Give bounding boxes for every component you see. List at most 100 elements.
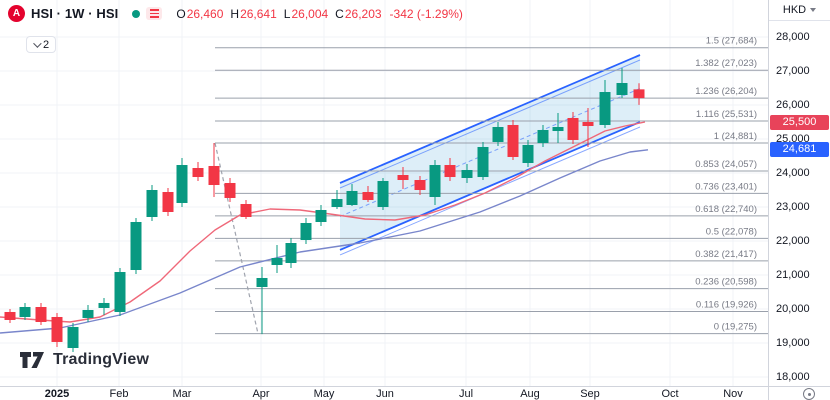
candle-body [582, 122, 594, 127]
axis-settings-icon[interactable] [803, 388, 815, 400]
candle-body [98, 302, 110, 308]
channel-border [339, 54, 641, 184]
candle-body [567, 117, 579, 140]
tradingview-logo-icon [20, 352, 44, 368]
tradingview-watermark-text: TradingView [53, 351, 150, 368]
price-tick: 26,000 [776, 99, 810, 111]
time-tick: 2025 [44, 388, 70, 400]
channel-midline [339, 88, 641, 217]
price-tick: 24,000 [776, 167, 810, 179]
candle-body [477, 146, 489, 178]
currency-label: HKD [782, 4, 807, 16]
fib-level-label: 0 (19,275) [714, 322, 757, 333]
low-label: L [283, 6, 291, 21]
time-tick: Sep [580, 388, 600, 400]
red-list-icon[interactable] [146, 7, 163, 20]
fib-level-label: 0.116 (19,926) [696, 300, 757, 311]
price-badge: 24,681 [770, 142, 829, 158]
time-tick: Jul [458, 388, 474, 400]
time-tick: Feb [109, 388, 129, 400]
price-tick: 19,000 [776, 337, 810, 349]
channel-border-secondary [339, 59, 641, 189]
caret-down-icon [810, 8, 817, 12]
candle-body [192, 168, 204, 178]
indicator-count: 2 [43, 38, 50, 51]
symbol-title[interactable]: HSI · 1W · HSI [31, 6, 119, 21]
candle-body [271, 258, 283, 266]
open-value: 26,460 [186, 6, 224, 21]
candle-body [444, 165, 456, 178]
chevron-down-icon [33, 38, 42, 48]
high-value: 26,641 [240, 6, 277, 21]
price-tick: 25,000 [776, 133, 810, 145]
candle-body [429, 165, 441, 198]
high-label: H [230, 6, 240, 21]
price-tick: 22,000 [776, 235, 810, 247]
price-badge: 25,500 [770, 114, 829, 130]
indicators-collapse-button[interactable]: 2 [26, 36, 57, 53]
fib-level-label: 1.116 (25,531) [696, 109, 757, 120]
candle-body [377, 180, 389, 207]
candle-body [114, 272, 126, 312]
candle-body [492, 126, 504, 142]
time-tick: Apr [252, 388, 270, 400]
candle-body [362, 192, 374, 200]
tradingview-watermark[interactable]: TradingView [20, 351, 149, 369]
fib-level-label: 0.5 (22,078) [706, 226, 757, 237]
price-axis[interactable]: HKD 28,000 27,000 26,000 25,000 24,000 23,000… [768, 0, 830, 386]
fib-level-label: 1.5 (27,684) [706, 36, 757, 47]
price-tick: 27,000 [776, 65, 810, 77]
candle-body [130, 221, 142, 271]
fib-level-label: 0.736 (23,401) [695, 181, 757, 192]
fib-base-trendline [214, 142, 259, 334]
fib-level-label: 1.236 (26,204) [695, 86, 757, 97]
candle-body [208, 165, 220, 186]
fib-level-label: 1.382 (27,023) [695, 58, 757, 69]
ma-blue-line [0, 149, 649, 334]
price-tick: 23,000 [776, 201, 810, 213]
candle-body [633, 89, 645, 99]
candle-body [224, 182, 236, 198]
candle-body [414, 180, 426, 190]
candle-body [552, 126, 564, 132]
candle-body [51, 316, 63, 342]
candle-body [176, 165, 188, 203]
close-label: C [335, 6, 344, 21]
candle-body [300, 223, 312, 241]
price-tick: 28,000 [776, 31, 810, 43]
market-status-dot-icon [132, 9, 141, 18]
fib-level-label: 0.618 (22,740) [695, 204, 757, 215]
candlestick-chart[interactable]: 1.5 (27,684) 1.382 (27,023) 1.236 (26,204)… [0, 0, 768, 386]
candle-body [315, 209, 327, 222]
close-value: 26,203 [344, 6, 382, 21]
price-tick: 20,000 [776, 303, 810, 315]
candle-body [599, 92, 611, 125]
time-tick: Aug [520, 388, 540, 400]
candle-body [162, 192, 174, 212]
price-tick: 21,000 [776, 269, 810, 281]
candle-body [82, 309, 94, 318]
fib-level-label: 0.382 (21,417) [695, 249, 757, 260]
fib-level-label: 0.853 (24,057) [695, 159, 757, 170]
fib-level-label: 0.236 (20,598) [695, 277, 757, 288]
candle-body [285, 243, 297, 263]
fib-level-label: 1 (24,881) [714, 131, 757, 142]
candle-body [397, 175, 409, 181]
candle-body [19, 306, 31, 317]
time-tick: May [313, 388, 335, 400]
change-value: -342 (-1.29%) [389, 6, 463, 21]
price-tick: 18,000 [776, 371, 810, 383]
candle-body [256, 277, 268, 288]
time-tick: Nov [723, 388, 743, 400]
symbol-logo-icon: A [8, 5, 25, 22]
candle-body [537, 129, 549, 144]
candle-body [616, 83, 628, 96]
candle-body [146, 190, 158, 217]
candle-body [507, 124, 519, 157]
candle-body [331, 199, 343, 207]
currency-selector[interactable]: HKD [769, 0, 830, 21]
candle-body [67, 326, 79, 348]
chart-pane[interactable]: 1.5 (27,684) 1.382 (27,023) 1.236 (26,204)… [0, 0, 768, 386]
candle-body [522, 144, 534, 164]
time-axis[interactable]: 2025 Feb Mar Apr May Jun Jul Aug Sep Oct Nov [0, 386, 830, 400]
